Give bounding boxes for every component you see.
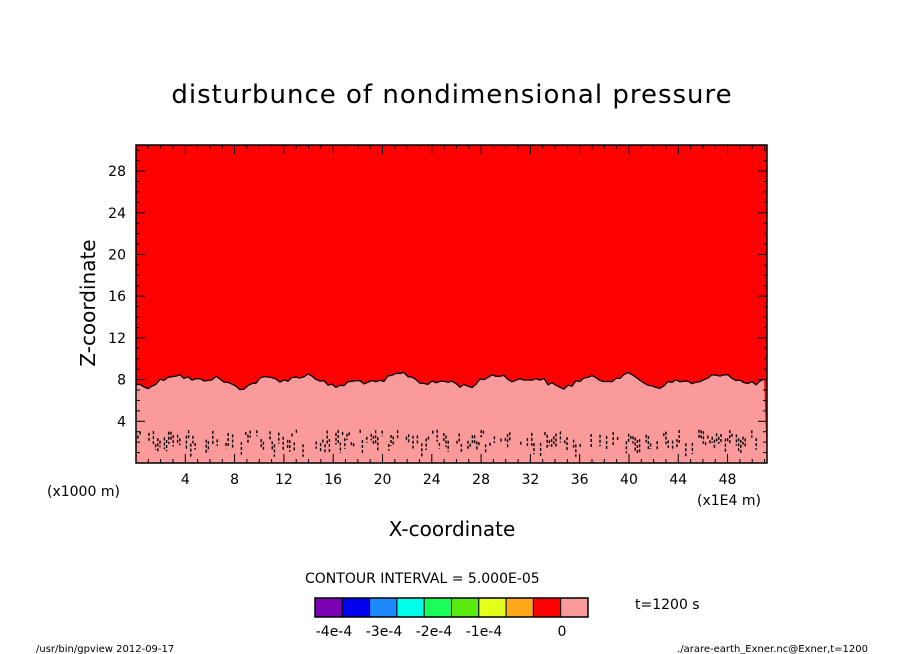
y-tick-label: 12 — [108, 331, 126, 347]
colorbar-label: -2e-4 — [416, 624, 453, 640]
x-tick-label: 40 — [620, 472, 638, 488]
colorbar-swatch — [560, 597, 589, 618]
y-tick-label: 8 — [117, 373, 126, 389]
colorbar-swatch — [396, 597, 425, 618]
chart-title: disturbunce of nondimensional pressure — [171, 80, 732, 110]
y-tick-label: 28 — [108, 164, 126, 180]
plot-frame — [135, 144, 768, 464]
small-scale-contours — [137, 429, 757, 457]
colorbar — [314, 597, 589, 618]
footer-right: ./arare-earth_Exner.nc@Exner,t=1200 — [677, 644, 868, 654]
colorbar-swatch — [341, 597, 371, 618]
colorbar-swatch — [369, 597, 398, 618]
colorbar-label: -1e-4 — [466, 624, 503, 640]
x-tick-label: 16 — [324, 472, 342, 488]
x-tick-label: 8 — [230, 472, 239, 488]
colorbar-swatch — [478, 597, 507, 618]
contour-interval-label: CONTOUR INTERVAL = 5.000E-05 — [305, 571, 540, 587]
time-label: t=1200 s — [635, 597, 700, 613]
colorbar-labels: -4e-4 -3e-4 -2e-4 -1e-4 0 — [316, 624, 567, 640]
y-tick-label: 20 — [108, 247, 126, 263]
x-tick-label: 20 — [374, 472, 392, 488]
x-unit-note: (x1E4 m) — [697, 493, 761, 509]
y-tick-label: 4 — [117, 414, 126, 430]
colorbar-swatch — [423, 597, 453, 618]
x-tick-label: 36 — [571, 472, 589, 488]
x-axis-title: X-coordinate — [389, 517, 516, 541]
x-tick-label: 44 — [669, 472, 687, 488]
x-tick-labels: 4 8 12 16 20 24 28 32 36 40 44 48 — [181, 472, 737, 488]
x-tick-label: 28 — [472, 472, 490, 488]
footer-left: /usr/bin/gpview 2012-09-17 — [36, 644, 174, 654]
boundary-contour-line — [135, 371, 765, 391]
colorbar-label: -4e-4 — [316, 624, 353, 640]
x-tick-label: 4 — [181, 472, 190, 488]
colorbar-swatch — [314, 597, 343, 618]
colorbar-label: 0 — [558, 624, 567, 640]
y-unit-note: (x1000 m) — [47, 484, 120, 500]
x-tick-label: 12 — [275, 472, 293, 488]
y-tick-label: 24 — [108, 206, 126, 222]
x-tick-label: 48 — [719, 472, 737, 488]
colorbar-swatch — [532, 597, 562, 618]
colorbar-swatch — [505, 597, 534, 618]
plot-area — [135, 144, 768, 464]
x-tick-label: 32 — [521, 472, 539, 488]
y-tick-labels: 4 8 12 16 20 24 28 — [108, 164, 126, 430]
tick-marks — [136, 145, 767, 463]
colorbar-label: -3e-4 — [366, 624, 403, 640]
y-axis-title: Z-coordinate — [76, 239, 100, 366]
y-tick-label: 16 — [108, 289, 126, 305]
colorbar-swatch — [451, 597, 480, 618]
x-tick-label: 24 — [423, 472, 441, 488]
lower-region-pink — [136, 372, 767, 463]
colorbar-frame — [314, 597, 589, 618]
